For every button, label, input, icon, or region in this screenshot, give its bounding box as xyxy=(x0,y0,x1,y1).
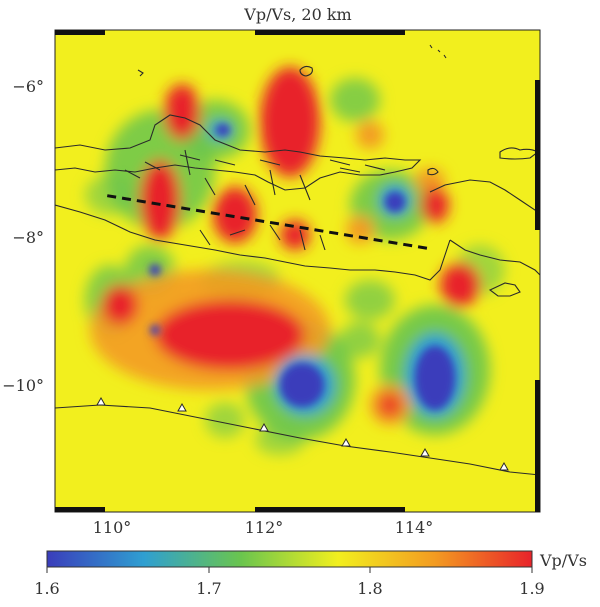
colorbar-tick-label: 1.7 xyxy=(196,579,221,598)
x-tick-label: 114° xyxy=(395,518,434,537)
map-frame xyxy=(54,29,541,513)
coastlines xyxy=(55,44,540,476)
velocity-ratio-field xyxy=(55,30,540,512)
x-axis: 110° 112° 114° xyxy=(93,518,434,537)
colorbar-tick-label: 1.8 xyxy=(357,579,382,598)
x-tick-label: 110° xyxy=(93,518,132,537)
y-axis: −6° −8° −10° xyxy=(2,77,44,395)
y-tick-label: −6° xyxy=(12,77,44,96)
x-tick-label: 112° xyxy=(245,518,284,537)
colorbar-gradient xyxy=(46,550,533,568)
profile-line xyxy=(106,194,429,250)
trench-markers xyxy=(96,396,509,471)
colorbar-tick-label: 1.6 xyxy=(34,579,59,598)
colorbar-tick-label: 1.9 xyxy=(519,579,544,598)
map-title: Vp/Vs, 20 km xyxy=(243,5,351,24)
colorbar: Vp/Vs 1.6 1.7 1.8 1.9 xyxy=(34,550,587,598)
y-tick-label: −8° xyxy=(12,228,44,247)
y-tick-label: −10° xyxy=(2,376,44,395)
colorbar-label: Vp/Vs xyxy=(539,551,587,570)
